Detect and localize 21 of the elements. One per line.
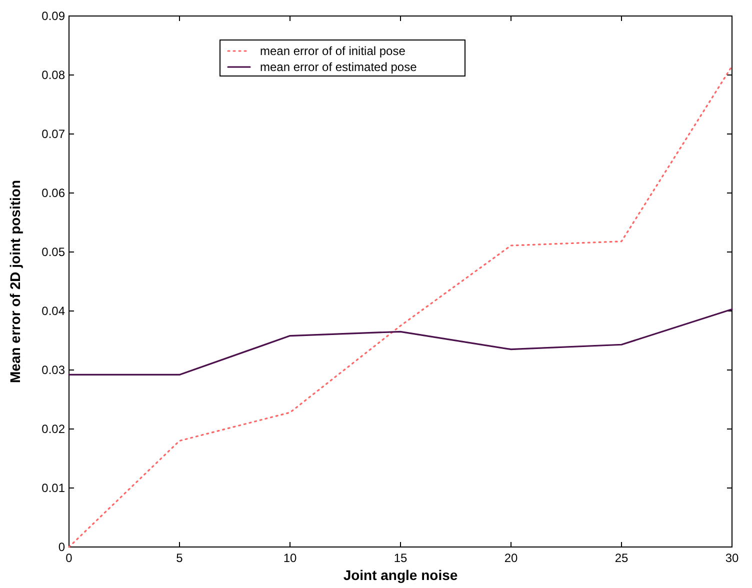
x-tick-label: 10 [283,551,297,565]
y-tick-label: 0.03 [42,363,66,377]
y-tick-label: 0.01 [42,481,66,495]
x-tick-label: 20 [504,551,518,565]
line-series [68,308,733,376]
y-axis-title: Mean error of 2D joint position [7,180,23,384]
y-tick-label: 0.07 [42,127,66,141]
y-tick-label: 0.02 [42,422,66,436]
y-tick-label: 0 [58,540,66,554]
x-tick-label: 30 [725,551,739,565]
y-tick-label: 0.06 [42,186,66,200]
legend-label: mean error of estimated pose [260,60,418,74]
y-tick-label: 0.09 [42,9,66,23]
x-tick-label: 5 [176,551,184,565]
y-tick-label: 0.08 [42,68,66,82]
x-tick-label: 15 [394,551,408,565]
x-tick-label: 25 [614,551,628,565]
y-tick-label: 0.04 [42,304,66,318]
x-axis-title: Joint angle noise [343,567,458,583]
y-tick-label: 0.05 [42,245,66,259]
legend-label: mean error of of initial pose [260,44,406,58]
